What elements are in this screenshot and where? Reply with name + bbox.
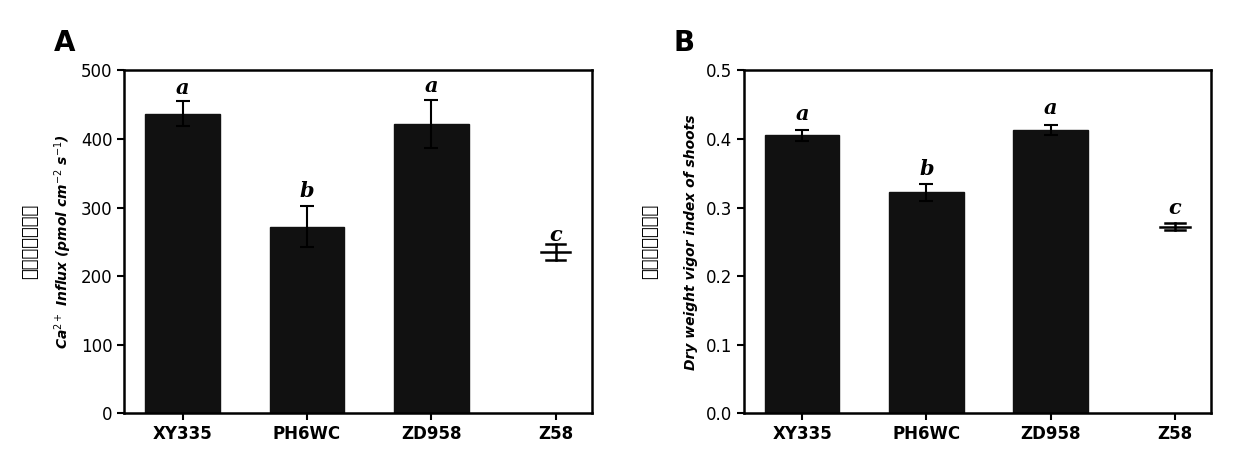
- Text: B: B: [674, 29, 695, 57]
- Bar: [270, 227, 344, 414]
- Text: A: A: [55, 29, 76, 57]
- Text: c: c: [1168, 198, 1182, 218]
- Bar: [764, 136, 839, 414]
- Y-axis label: Ca$^{2+}$ Influx (pmol cm$^{-2}$ s$^{-1}$): Ca$^{2+}$ Influx (pmol cm$^{-2}$ s$^{-1}…: [52, 134, 73, 349]
- Text: a: a: [425, 76, 439, 97]
- Text: b: b: [300, 181, 315, 201]
- Text: b: b: [919, 159, 934, 179]
- Bar: [1014, 130, 1088, 414]
- Text: 苗干重活力指数: 苗干重活力指数: [641, 204, 659, 279]
- Bar: [394, 124, 468, 414]
- Text: a: a: [795, 104, 809, 124]
- Bar: [890, 193, 964, 414]
- Text: 钓离子内流速率: 钓离子内流速率: [21, 204, 40, 279]
- Y-axis label: Dry weight vigor index of shoots: Dry weight vigor index of shoots: [684, 114, 699, 370]
- Text: c: c: [549, 225, 563, 245]
- Bar: [145, 114, 219, 414]
- Text: a: a: [176, 78, 190, 98]
- Text: a: a: [1044, 98, 1058, 118]
